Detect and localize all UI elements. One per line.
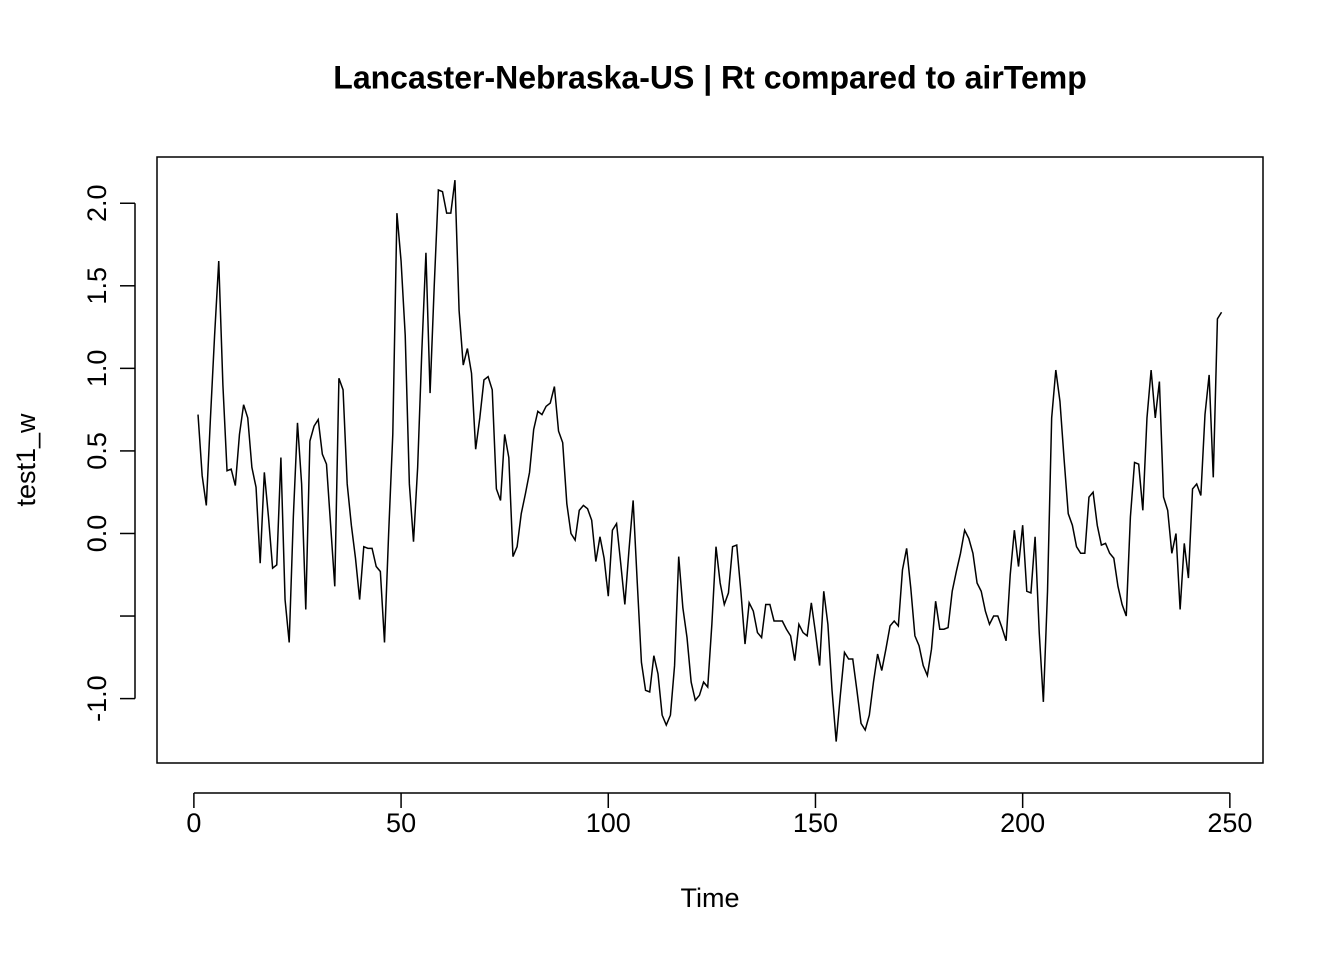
- y-axis-label: test1_w: [11, 413, 41, 507]
- y-tick-label: 1.5: [82, 267, 112, 305]
- chart-title: Lancaster-Nebraska-US | Rt compared to a…: [333, 59, 1086, 95]
- y-tick-label: 0.5: [82, 432, 112, 470]
- x-tick-label: 100: [586, 808, 631, 838]
- x-tick-label: 200: [1000, 808, 1045, 838]
- y-tick-label: -1.0: [82, 675, 112, 722]
- x-tick-label: 150: [793, 808, 838, 838]
- y-tick-label: 2.0: [82, 184, 112, 222]
- data-line: [197, 180, 1223, 742]
- x-tick-label: 50: [386, 808, 416, 838]
- x-axis-label: Time: [681, 883, 740, 913]
- y-tick-label: 0.0: [82, 515, 112, 553]
- plot-frame: [156, 156, 1264, 764]
- x-tick-label: 0: [186, 808, 201, 838]
- y-tick-label: 1.0: [82, 350, 112, 388]
- x-tick-label: 250: [1207, 808, 1252, 838]
